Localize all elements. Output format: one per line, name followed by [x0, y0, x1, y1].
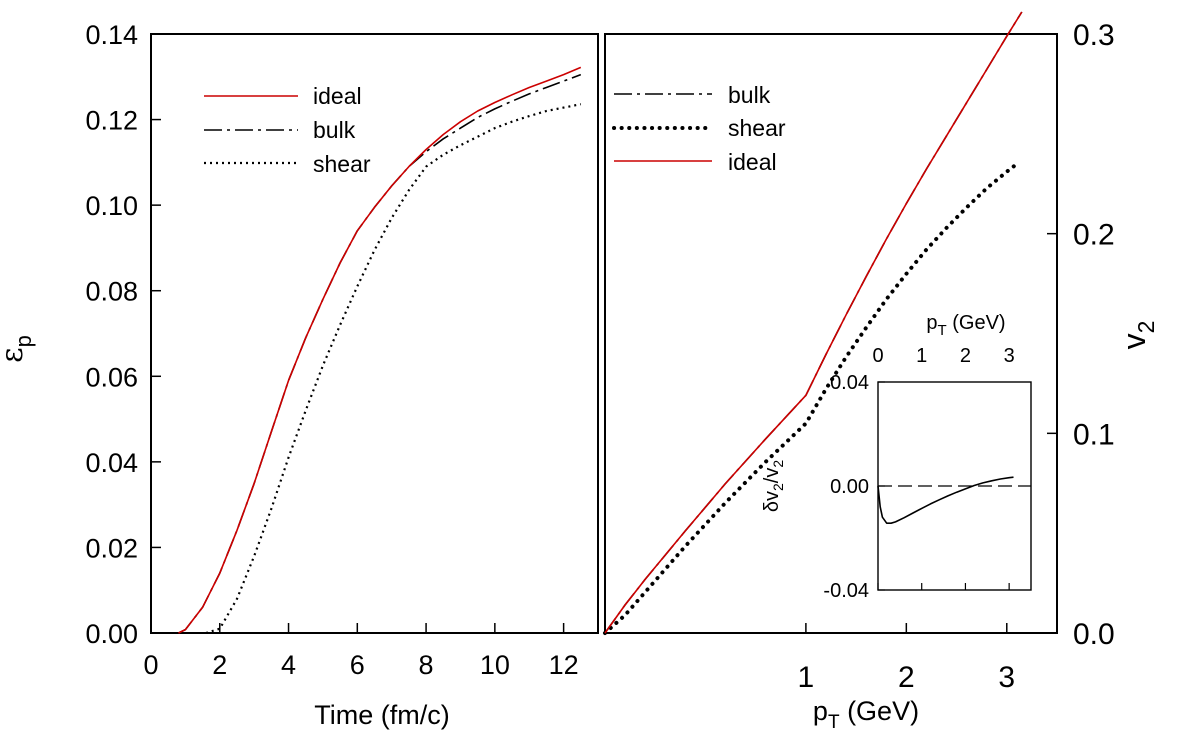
- inset-panel: 0 1 2 3-0.040.000.04 pT (GeV) δv2/v2: [761, 312, 1032, 602]
- inset-ylabel: δv2/v2: [761, 460, 786, 513]
- right-xlabel-p: p: [813, 696, 828, 726]
- left-ytick-label: 0.10: [85, 191, 138, 221]
- inset-ytick-label: 0.04: [830, 372, 869, 394]
- inset-xlabel-unit: (GeV): [947, 312, 1006, 334]
- left-panel: 0 2 4 6 8 10 12 0.00 0.02 0.04 0.06 0.08 0.10 0.12 0.1…: [0, 20, 599, 730]
- right-series-shear: [603, 162, 1019, 635]
- left-ytick-label: 0.14: [85, 20, 138, 50]
- left-ylabel-symbol: ε: [0, 347, 30, 363]
- left-series-ideal: [178, 66, 582, 634]
- left-ylabel: εp: [0, 335, 36, 363]
- inset-ytick-label: 0.00: [830, 476, 869, 498]
- left-xtick-label: 10: [480, 650, 510, 680]
- right-legend-label-ideal: ideal: [728, 149, 777, 175]
- left-ytick-label: 0.00: [85, 619, 138, 649]
- inset-xtick-label: 2: [960, 345, 971, 367]
- right-ylabel-symbol: v: [1116, 333, 1152, 349]
- inset-series-difference: [877, 476, 1014, 525]
- right-xlabel-sub: T: [828, 712, 840, 733]
- inset-xtick-label: 0: [872, 345, 883, 367]
- right-ytick-label: 0.3: [1073, 19, 1115, 52]
- left-ytick-label: 0.08: [85, 277, 138, 307]
- left-legend-label-bulk: bulk: [313, 117, 356, 143]
- left-xtick-label: 0: [143, 650, 158, 680]
- inset-xlabel: pT (GeV): [926, 312, 1005, 339]
- right-ytick-label: 0.0: [1073, 618, 1115, 651]
- left-ticks: 0 2 4 6 8 10 12 0.00 0.02 0.04 0.06 0.08 0.10 0.12 0.1…: [85, 20, 578, 680]
- left-legend-label-ideal: ideal: [313, 83, 362, 109]
- left-ytick-label: 0.12: [85, 106, 138, 136]
- left-xtick-label: 2: [212, 650, 227, 680]
- left-xtick-label: 4: [281, 650, 296, 680]
- left-lines: [178, 66, 582, 635]
- inset-ylabel-dv: δv: [761, 491, 783, 512]
- right-ticks: 1 2 3 0.0 0.1 0.2 0.3: [798, 19, 1115, 694]
- inset-xtick-label: 3: [1004, 345, 1015, 367]
- inset-ylabel-tail: /v: [761, 468, 783, 484]
- inset-ylabel-sub2: 2: [770, 460, 786, 468]
- right-xtick-label: 1: [798, 661, 815, 694]
- right-ytick-label: 0.1: [1073, 418, 1115, 451]
- right-xtick-label: 2: [898, 661, 915, 694]
- right-ytick-label: 0.2: [1073, 219, 1115, 252]
- inset-ylabel-sub: 2: [770, 483, 786, 491]
- left-series-shear: [205, 103, 582, 635]
- left-ytick-label: 0.04: [85, 448, 138, 478]
- left-xtick-label: 12: [549, 650, 579, 680]
- right-ylabel-sub: 2: [1133, 321, 1159, 334]
- right-xlabel-unit: (GeV): [840, 696, 920, 726]
- right-ylabel: v2: [1116, 321, 1159, 350]
- left-series-bulk: [178, 73, 582, 634]
- left-legend: ideal bulk shear: [204, 83, 371, 177]
- inset-xtick-label: 1: [916, 345, 927, 367]
- right-xtick-label: 3: [998, 661, 1015, 694]
- right-legend: bulk shear ideal: [612, 82, 786, 175]
- left-xtick-label: 6: [350, 650, 365, 680]
- right-panel: 1 2 30.00.10.20.3 v2 pT (GeV) bulk shear i…: [603, 11, 1159, 733]
- left-ytick-label: 0.06: [85, 362, 138, 392]
- right-legend-label-bulk: bulk: [728, 82, 771, 108]
- right-legend-label-shear: shear: [728, 115, 786, 141]
- left-ylabel-sub: p: [11, 335, 36, 347]
- inset-ticks: 0 1 2 3 -0.04 0.00 0.04: [823, 345, 1014, 602]
- left-legend-label-shear: shear: [313, 151, 371, 177]
- left-xlabel: Time (fm/c): [314, 700, 449, 730]
- right-series-ideal: [604, 11, 1023, 634]
- right-plot-frame: [604, 33, 1058, 634]
- right-xlabel: pT (GeV): [813, 696, 919, 733]
- inset-xlabel-p: p: [926, 312, 937, 334]
- left-xtick-label: 8: [419, 650, 434, 680]
- left-plot-frame: [150, 33, 599, 634]
- right-lines: [603, 11, 1023, 635]
- inset-lines: [877, 476, 1031, 525]
- left-ytick-label: 0.02: [85, 533, 138, 563]
- inset-ytick-label: -0.04: [823, 580, 869, 602]
- inset-xlabel-sub: T: [938, 322, 947, 339]
